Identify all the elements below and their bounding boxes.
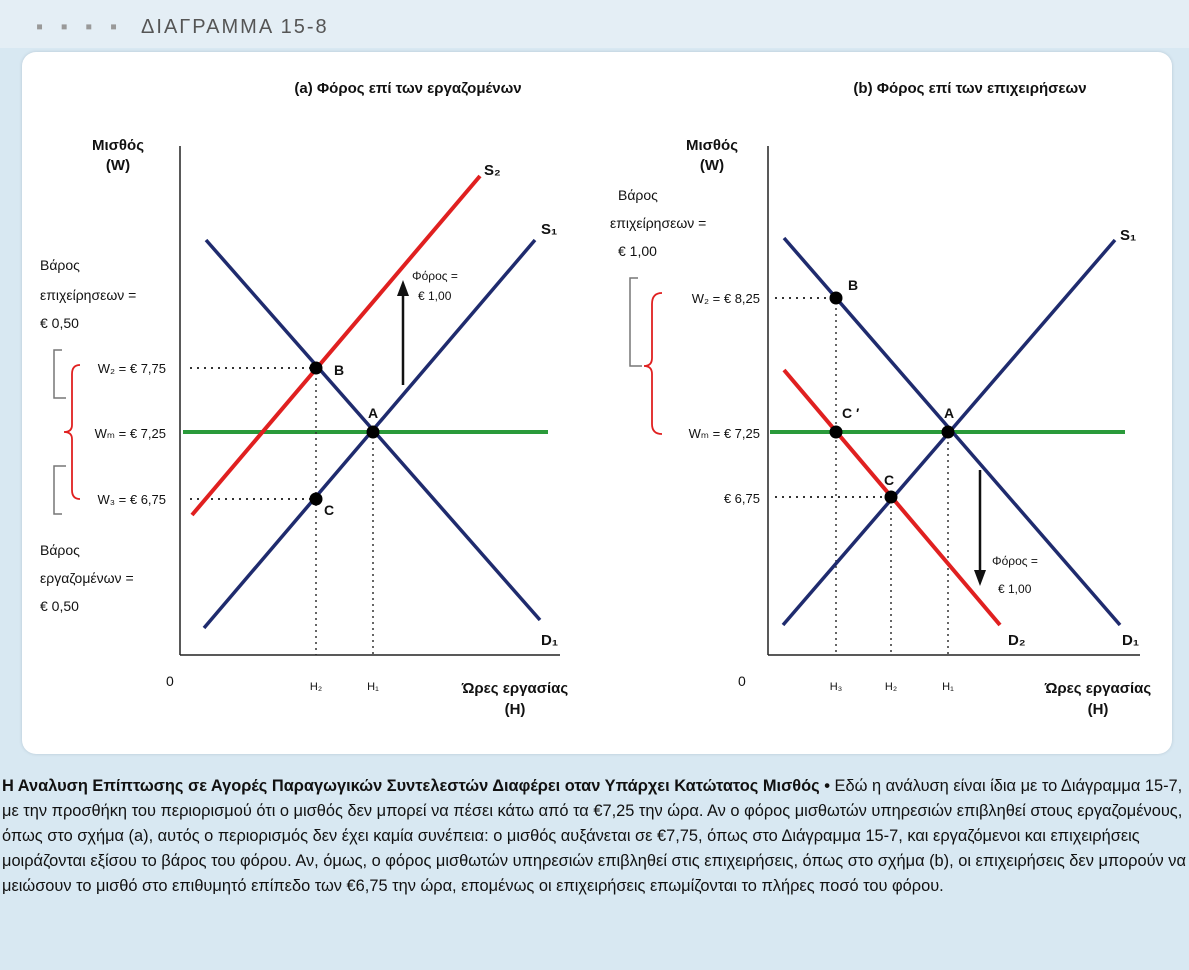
panel-b-d1-label: D₁: [1122, 632, 1139, 649]
panel-a-point-b-label: B: [334, 362, 344, 378]
panel-a-supply-curve-s2: [190, 174, 482, 517]
panel-b-point-c-label: C: [884, 472, 894, 488]
panel-a-h1-label: H₁: [367, 681, 379, 693]
panel-a-tax-label: Φόρος =: [412, 269, 458, 283]
panel-b-point-cprime-marker: [829, 425, 843, 439]
panel-b-x-label-symbol: (H): [1088, 701, 1109, 718]
figure-panel: [22, 52, 1172, 754]
panel-a-d1-label: D₁: [541, 632, 558, 649]
panel-a-point-a-label: A: [368, 405, 378, 421]
panel-b-tax-label: Φόρος =: [992, 554, 1038, 568]
panel-a-h2-label: H₂: [310, 681, 322, 693]
panel-a-y-label: Μισθός: [92, 137, 144, 154]
panel-a-point-a-marker: [366, 425, 380, 439]
panel-a-worker-burden-1: Βάρος: [40, 542, 80, 558]
panel-a-point-c-label: C: [324, 502, 334, 518]
panel-b-brace: [643, 292, 663, 435]
panel-a-wage-w2: W₂ = € 7,75: [98, 361, 166, 376]
panel-a-s2-label: S₂: [484, 162, 501, 179]
figure-svg: (a) Φόρος επί των εργαζομένων Μισθός (W)…: [40, 80, 1151, 718]
decorative-dots: ▪ ▪ ▪ ▪: [36, 16, 124, 38]
panel-b-point-a-label: A: [944, 405, 954, 421]
panel-b: (b) Φόρος επί των επιχειρήσεων Μισθός (W…: [610, 80, 1151, 718]
panel-b-d2-label: D₂: [1008, 632, 1026, 649]
panel-b-firm-bracket: [629, 277, 642, 367]
panel-b-tax-arrowhead: [974, 570, 986, 586]
panel-a-point-c-marker: [309, 492, 323, 506]
panel-b-point-b-marker: [829, 291, 843, 305]
figure-number: ΔΙΑΓΡΑΜΜΑ 15-8: [141, 16, 329, 38]
panel-b-point-c-marker: [884, 490, 898, 504]
panel-a-origin: 0: [166, 673, 174, 689]
panel-b-h2-label: H₂: [885, 681, 897, 693]
panel-b-s1-label: S₁: [1120, 227, 1136, 244]
panel-a-x-label-symbol: (H): [505, 701, 526, 718]
panel-b-tax-value: € 1,00: [998, 582, 1032, 596]
figure-caption: Η Αναλυση Επίπτωσης σε Αγορές Παραγωγικώ…: [2, 774, 1187, 899]
panel-a-firm-burden-1: Βάρος: [40, 257, 80, 273]
panel-b-point-cprime-label: C ′: [842, 405, 860, 421]
panel-a-title: (a) Φόρος επί των εργαζομένων: [294, 80, 521, 97]
panel-a-wage-w3: W₃ = € 6,75: [97, 492, 166, 507]
panel-a-firm-burden-2: επιχείρησεων =: [40, 287, 136, 303]
caption-body: Εδώ η ανάλυση είναι ίδια με το Διάγραμμα…: [2, 777, 1186, 895]
panel-b-title: (b) Φόρος επί των επιχειρήσεων: [853, 80, 1086, 97]
panel-a-worker-bracket: [53, 465, 66, 515]
panel-a-y-label-symbol: (W): [106, 157, 130, 174]
panel-b-x-label: Ώρες εργασίας: [1044, 680, 1152, 697]
panel-b-wage-w2: W₂ = € 8,25: [692, 291, 760, 306]
panel-a-s1-label: S₁: [541, 221, 557, 238]
figure-label: ▪ ▪ ▪ ▪ ΔΙΑΓΡΑΜΜΑ 15-8: [36, 16, 329, 39]
panel-a-x-label: Ώρες εργασίας: [461, 680, 569, 697]
panel-a-tax-arrowhead: [397, 280, 409, 296]
panel-b-h3-label: H₃: [830, 681, 842, 693]
panel-b-point-b-label: B: [848, 277, 858, 293]
panel-b-wage-c: € 6,75: [724, 491, 760, 506]
panel-b-point-a-marker: [941, 425, 955, 439]
caption-title: Η Αναλυση Επίπτωσης σε Αγορές Παραγωγικώ…: [2, 777, 830, 795]
panel-b-firm-burden-2: επιχείρησεων =: [610, 215, 706, 231]
panel-a-firm-burden-3: € 0,50: [40, 315, 79, 331]
panel-a-brace: [63, 364, 81, 500]
panel-b-wage-wm: Wₘ = € 7,25: [689, 426, 760, 441]
panel-a-tax-value: € 1,00: [418, 289, 452, 303]
panel-b-y-label-symbol: (W): [700, 157, 724, 174]
panel-b-firm-burden-1: Βάρος: [618, 187, 658, 203]
panel-b-y-label: Μισθός: [686, 137, 738, 154]
panel-a-worker-burden-2: εργαζομένων =: [40, 570, 134, 586]
panel-a-wage-wm: Wₘ = € 7,25: [95, 426, 166, 441]
panel-b-firm-burden-3: € 1,00: [618, 243, 657, 259]
panel-b-origin: 0: [738, 673, 746, 689]
panel-a: (a) Φόρος επί των εργαζομένων Μισθός (W)…: [40, 80, 568, 718]
panel-b-h1-label: H₁: [942, 681, 954, 693]
panel-a-firm-bracket: [53, 349, 66, 399]
panel-a-worker-burden-3: € 0,50: [40, 598, 79, 614]
panel-a-point-b-marker: [309, 361, 323, 375]
figure-header-band: [0, 0, 1189, 48]
